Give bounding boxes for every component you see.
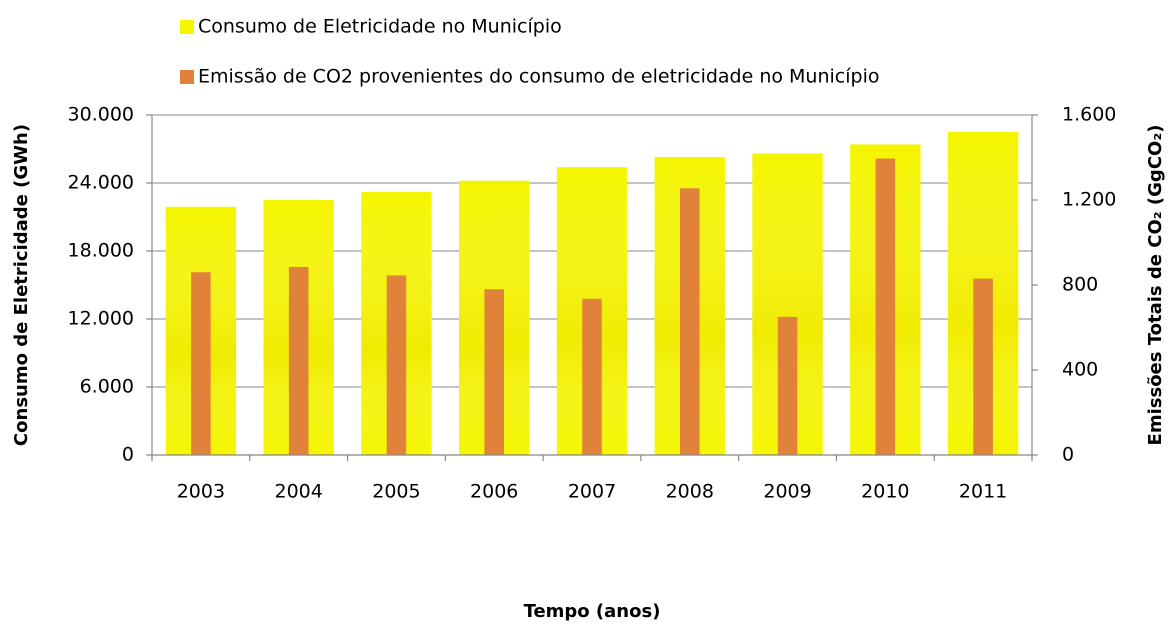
y-tick-label: 6.000 bbox=[80, 376, 134, 398]
y-tick-label: 12.000 bbox=[68, 308, 134, 330]
x-axis-title: Tempo (anos) bbox=[524, 601, 661, 622]
x-tick-label: 2007 bbox=[568, 481, 616, 503]
x-tick-label: 2010 bbox=[861, 481, 909, 503]
y-axis-title: Consumo de Eletricidade (GWh) bbox=[11, 124, 32, 446]
bar bbox=[288, 266, 309, 455]
bar bbox=[582, 298, 602, 455]
y-tick-label: 0 bbox=[122, 444, 134, 466]
y-tick-label: 24.000 bbox=[68, 172, 134, 194]
y2-tick-label: 1.200 bbox=[1062, 189, 1116, 211]
y-tick-label: 30.000 bbox=[68, 104, 134, 126]
y2-tick-label: 400 bbox=[1062, 359, 1098, 381]
x-tick-label: 2003 bbox=[177, 481, 225, 503]
bar bbox=[484, 289, 504, 455]
legend-label: Consumo de Eletricidade no Município bbox=[198, 16, 562, 38]
y2-tick-label: 1.600 bbox=[1062, 104, 1116, 126]
y-tick-label: 18.000 bbox=[68, 240, 134, 262]
x-tick-label: 2005 bbox=[372, 481, 420, 503]
bar bbox=[386, 275, 407, 455]
x-tick-label: 2011 bbox=[959, 481, 1007, 503]
bar bbox=[680, 188, 700, 455]
bar bbox=[973, 278, 993, 455]
legend-swatch bbox=[180, 70, 194, 84]
x-tick-label: 2004 bbox=[274, 481, 322, 503]
bar bbox=[191, 272, 211, 455]
bar bbox=[875, 158, 896, 455]
y2-tick-label: 0 bbox=[1062, 444, 1074, 466]
legend-label: Emissão de CO2 provenientes do consumo d… bbox=[198, 66, 880, 88]
y2-axis-title: Emissões Totais de CO₂ (GgCO₂) bbox=[1145, 125, 1166, 446]
x-tick-label: 2006 bbox=[470, 481, 518, 503]
y2-tick-label: 800 bbox=[1062, 274, 1098, 296]
x-tick-label: 2009 bbox=[763, 481, 811, 503]
x-tick-label: 2008 bbox=[666, 481, 714, 503]
legend-swatch bbox=[180, 20, 194, 34]
bar bbox=[777, 316, 798, 455]
